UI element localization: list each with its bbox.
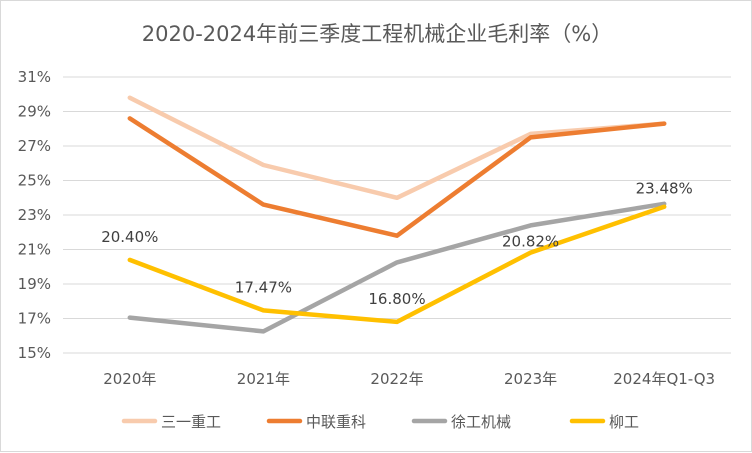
x-tick-label: 2021年 — [237, 370, 290, 388]
legend-label: 柳工 — [609, 413, 639, 431]
y-tick-label: 23% — [18, 206, 51, 224]
y-tick-label: 29% — [18, 103, 51, 121]
x-axis-tick-labels: 2020年 2021年 2022年 2023年 2024年Q1-Q3 — [103, 370, 715, 388]
series-line — [127, 204, 667, 325]
y-tick-label: 19% — [18, 275, 51, 293]
legend-item: 柳工 — [569, 413, 639, 431]
series-line — [127, 116, 667, 238]
data-label: 20.40% — [101, 228, 158, 246]
data-label: 20.82% — [502, 233, 559, 251]
legend-item: 徐工机械 — [411, 413, 511, 431]
chart-title: 2020-2024年前三季度工程机械企业毛利率（%） — [142, 22, 612, 46]
y-tick-label: 15% — [18, 344, 51, 362]
legend-label: 三一重工 — [161, 413, 221, 431]
series-line — [127, 201, 667, 334]
y-axis-tick-labels: 15% 17% 19% 21% 23% 25% 27% 29% 31% — [18, 68, 51, 362]
y-tick-label: 21% — [18, 241, 51, 259]
legend-label: 中联重科 — [306, 413, 366, 431]
x-tick-label: 2024年Q1-Q3 — [613, 370, 715, 388]
legend: 三一重工 中联重科 徐工机械 柳工 — [121, 413, 639, 431]
x-tick-label: 2020年 — [103, 370, 156, 388]
x-tick-label: 2023年 — [504, 370, 557, 388]
legend-item: 中联重科 — [266, 413, 366, 431]
y-tick-label: 17% — [18, 310, 51, 328]
data-label: 17.47% — [235, 278, 292, 296]
series-line — [127, 95, 667, 201]
y-tick-label: 27% — [18, 137, 51, 155]
data-label: 16.80% — [368, 290, 425, 308]
y-tick-label: 31% — [18, 68, 51, 86]
x-tick-label: 2022年 — [370, 370, 423, 388]
legend-item: 三一重工 — [121, 413, 221, 431]
data-label: 23.48% — [636, 180, 693, 198]
gridlines — [63, 76, 731, 354]
data-labels: 20.40% 17.47% 16.80% 20.82% 23.48% — [101, 180, 693, 308]
series-lines — [127, 95, 667, 334]
legend-label: 徐工机械 — [451, 413, 511, 431]
y-tick-label: 25% — [18, 172, 51, 190]
